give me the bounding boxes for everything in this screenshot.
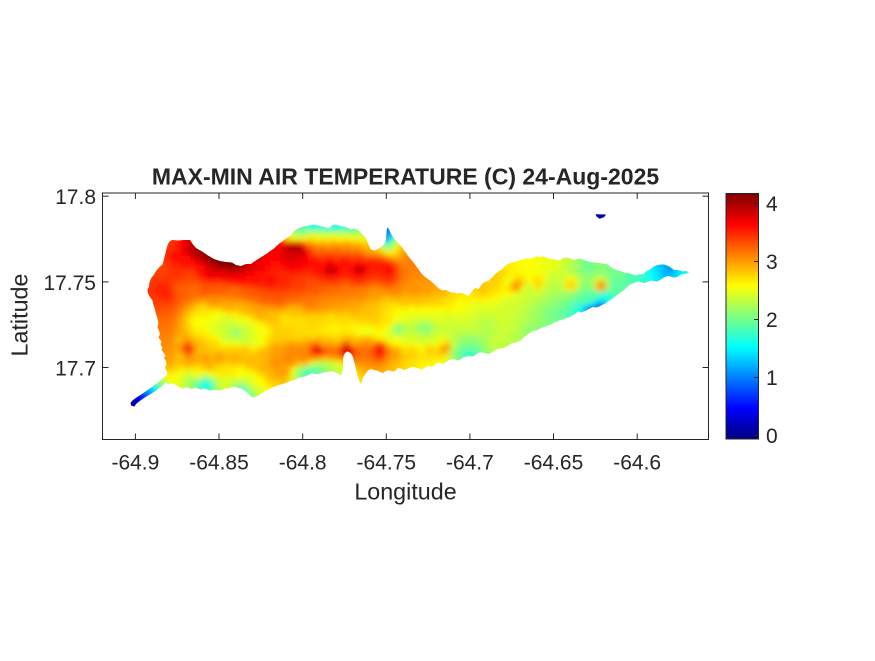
svg-text:0: 0 [766, 425, 778, 448]
svg-text:17.75: 17.75 [43, 272, 96, 295]
svg-text:4: 4 [766, 193, 778, 216]
svg-text:-64.65: -64.65 [524, 452, 584, 475]
svg-text:1: 1 [766, 367, 778, 390]
svg-text:Longitude: Longitude [354, 479, 456, 505]
svg-text:MAX-MIN AIR TEMPERATURE (C) 24: MAX-MIN AIR TEMPERATURE (C) 24-Aug-2025 [152, 164, 660, 190]
svg-text:-64.8: -64.8 [279, 452, 327, 475]
svg-text:-64.9: -64.9 [111, 452, 159, 475]
svg-text:-64.85: -64.85 [189, 452, 249, 475]
svg-text:-64.75: -64.75 [357, 452, 417, 475]
svg-text:-64.6: -64.6 [613, 452, 661, 475]
svg-text:17.7: 17.7 [55, 358, 96, 381]
svg-text:3: 3 [766, 251, 778, 274]
svg-text:2: 2 [766, 309, 778, 332]
svg-text:17.8: 17.8 [55, 186, 96, 209]
svg-text:-64.7: -64.7 [446, 452, 494, 475]
svg-text:Latitude: Latitude [7, 274, 33, 357]
